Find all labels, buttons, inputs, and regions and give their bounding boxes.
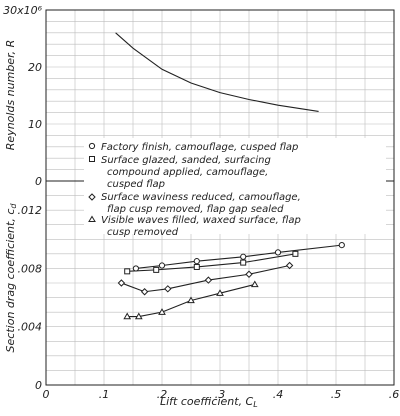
drag-series-line-circle	[135, 244, 342, 269]
legend-marker-triangle	[88, 215, 96, 222]
y-axis-label-drag: Section drag coefficient, cd	[4, 203, 18, 353]
data-point-triangle	[158, 308, 166, 315]
data-point-square	[240, 259, 247, 266]
data-point-circle	[240, 253, 247, 260]
x-tick-label: 0	[43, 388, 50, 401]
y-tick-label-reynolds: 30x10⁶	[3, 4, 43, 17]
legend-label-continued: cusp removed	[107, 227, 179, 238]
data-point-square	[193, 263, 200, 270]
data-point-square	[153, 266, 160, 273]
data-point-square	[292, 250, 299, 257]
x-tick-label: .3	[215, 388, 226, 401]
legend-label: Factory finish, camouflage, cusped flap	[101, 142, 298, 153]
plot-frame	[45, 9, 395, 386]
legend-entry-surface-waviness: Surface waviness reduced, camouflage, fl…	[88, 192, 301, 215]
legend-entry-visible-waves: Visible waves filled, waxed surface, fla…	[88, 215, 301, 238]
y-tick-label-reynolds: 10	[28, 118, 42, 131]
data-point-circle	[193, 258, 200, 265]
data-point-triangle	[216, 289, 224, 296]
y-tick-label-drag: 0	[35, 379, 42, 392]
legend: Factory finish, camouflage, cusped flap …	[84, 138, 386, 238]
x-axis-label: Lift coefficient, CL	[160, 395, 258, 409]
data-point-diamond	[285, 261, 294, 270]
legend-label: Visible waves filled, waxed surface, fla…	[101, 215, 301, 226]
data-point-circle	[158, 262, 166, 269]
data-point-circle	[132, 265, 139, 272]
x-tick-label: .5	[331, 388, 342, 401]
legend-label-continued: cusped flap	[107, 179, 165, 190]
y-tick-label-drag: .012	[18, 204, 43, 217]
legend-marker-diamond	[88, 193, 96, 201]
y-tick-label-reynolds: 20	[28, 61, 42, 74]
data-point-diamond	[245, 270, 253, 278]
data-point-circle	[274, 249, 282, 256]
legend-entry-surface-glazed: Surface glazed, sanded, surfacing compou…	[89, 155, 271, 190]
y-axis-label-reynolds: Reynolds number, R	[4, 40, 17, 150]
data-point-triangle	[250, 280, 259, 288]
legend-marker-square	[89, 156, 95, 162]
data-point-circle	[338, 242, 345, 249]
data-point-diamond	[204, 276, 213, 284]
x-tick-label: .2	[157, 388, 168, 401]
legend-label-continued: compound applied, camouflage,	[107, 167, 268, 178]
data-point-diamond	[140, 288, 149, 296]
x-tick-label: .6	[389, 388, 400, 401]
marker-layer	[117, 242, 345, 320]
legend-background	[84, 138, 386, 234]
data-point-triangle	[123, 312, 132, 320]
x-tick-label: .4	[273, 388, 284, 401]
reynolds-number-curve	[115, 32, 319, 113]
y-tick-label-drag: .004	[18, 321, 43, 334]
legend-label-continued: flap cusp removed, flap gap sealed	[107, 204, 284, 215]
legend-entry-factory-finish: Factory finish, camouflage, cusped flap	[88, 142, 298, 153]
drag-series-line-diamond	[121, 264, 290, 293]
legend-label: Surface glazed, sanded, surfacing	[101, 155, 271, 166]
data-point-triangle	[134, 312, 143, 320]
legend-label: Surface waviness reduced, camouflage,	[101, 192, 301, 203]
x-tick-label: .1	[99, 388, 110, 401]
data-point-triangle	[187, 296, 195, 304]
data-point-diamond	[164, 285, 172, 293]
y-tick-label-reynolds: 0	[35, 175, 42, 188]
legend-marker-circle	[88, 142, 96, 150]
y-tick-label-drag: .008	[18, 262, 43, 275]
data-point-square	[124, 268, 131, 275]
data-point-diamond	[117, 279, 126, 287]
